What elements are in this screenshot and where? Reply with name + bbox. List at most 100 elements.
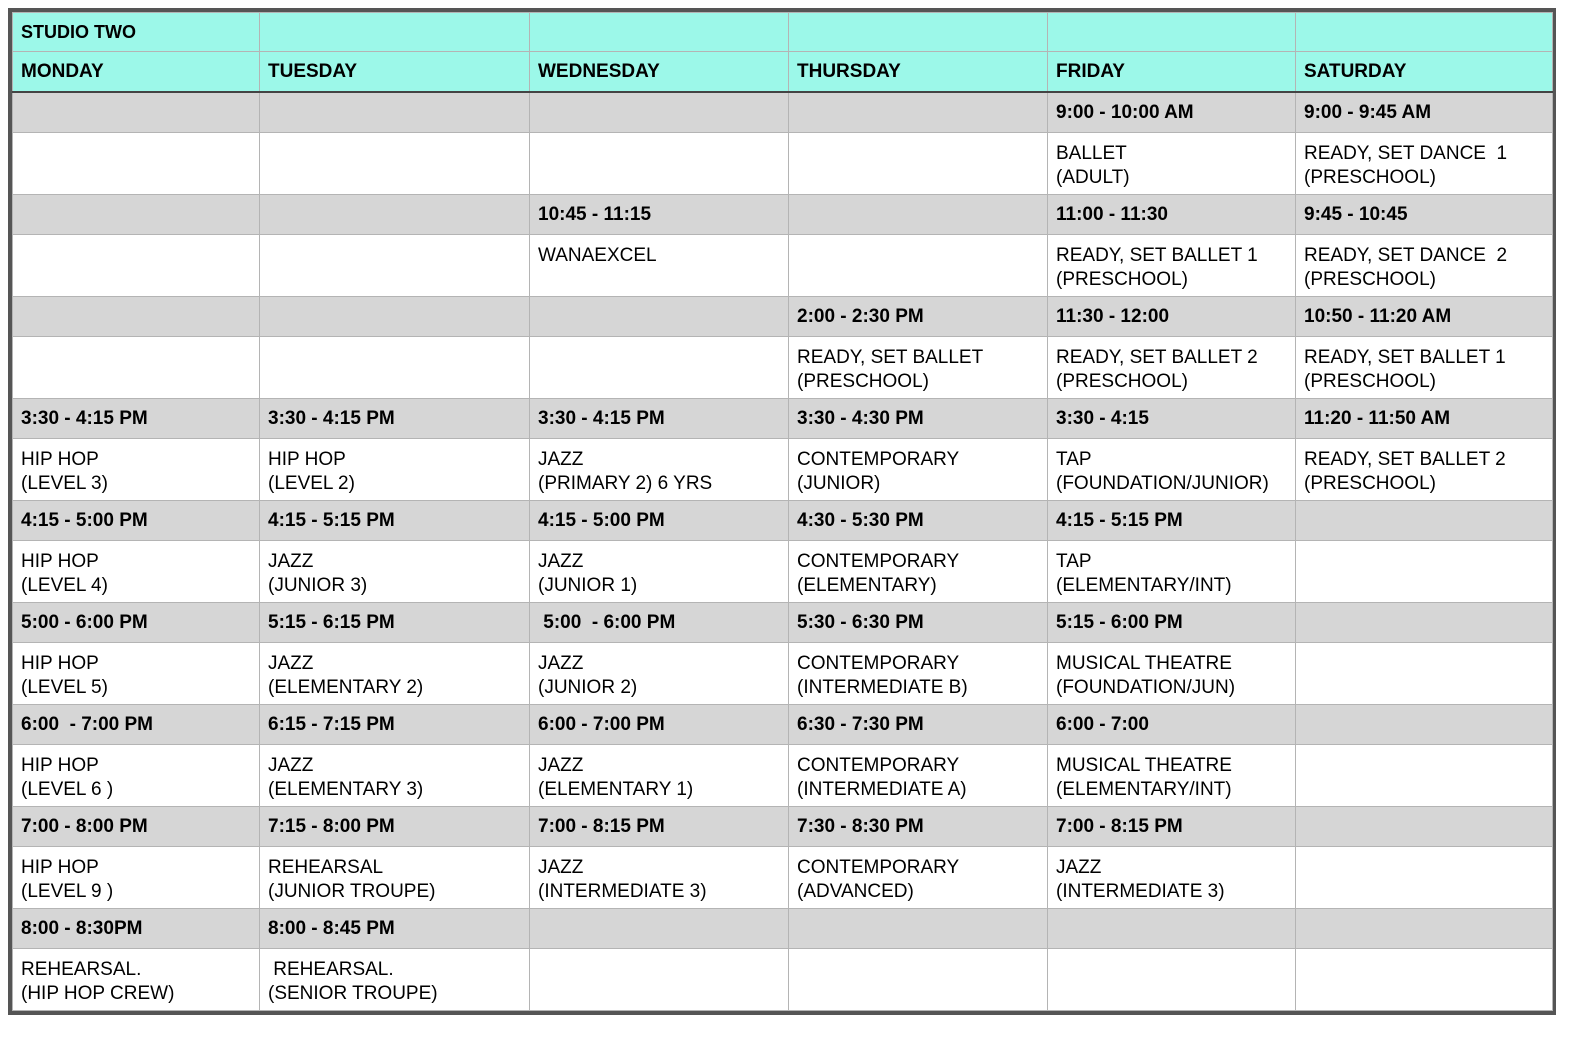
day-thursday: THURSDAY — [788, 51, 1048, 93]
time-cell-saturday — [1295, 602, 1553, 643]
header-cell — [1047, 12, 1296, 52]
class-row: READY, SET BALLET (PRESCHOOL) READY, SET … — [12, 336, 1553, 399]
class-cell-monday: HIP HOP (LEVEL 9 ) — [12, 846, 260, 909]
time-cell-wednesday: 10:45 - 11:15 — [529, 194, 789, 235]
class-cell-wednesday: JAZZ (ELEMENTARY 1) — [529, 744, 789, 807]
time-cell-friday: 9:00 - 10:00 AM — [1047, 91, 1296, 133]
class-cell-saturday: READY, SET BALLET 1 (PRESCHOOL) — [1295, 336, 1553, 399]
time-row: 2:00 - 2:30 PM 11:30 - 12:00 10:50 - 11:20… — [12, 296, 1553, 337]
class-row: WANAEXCEL READY, SET BALLET 1 (PRESCHOOL)… — [12, 234, 1553, 297]
class-row: HIP HOP (LEVEL 6 ) JAZZ (ELEMENTARY 3) JAZ… — [12, 744, 1553, 807]
time-cell-wednesday: 6:00 - 7:00 PM — [529, 704, 789, 745]
time-cell-wednesday — [529, 91, 789, 133]
class-cell-monday: HIP HOP (LEVEL 5) — [12, 642, 260, 705]
time-row: 9:00 - 10:00 AM 9:00 - 9:45 AM — [12, 91, 1553, 133]
class-cell-saturday — [1295, 744, 1553, 807]
time-cell-monday — [12, 194, 260, 235]
class-cell-wednesday — [529, 948, 789, 1011]
time-cell-saturday — [1295, 704, 1553, 745]
class-cell-saturday: READY, SET DANCE 2 (PRESCHOOL) — [1295, 234, 1553, 297]
time-cell-friday: 6:00 - 7:00 — [1047, 704, 1296, 745]
class-cell-monday — [12, 132, 260, 195]
class-cell-saturday: READY, SET DANCE 1 (PRESCHOOL) — [1295, 132, 1553, 195]
time-cell-friday: 11:30 - 12:00 — [1047, 296, 1296, 337]
time-cell-tuesday: 7:15 - 8:00 PM — [259, 806, 530, 847]
time-cell-saturday — [1295, 806, 1553, 847]
time-cell-tuesday: 5:15 - 6:15 PM — [259, 602, 530, 643]
time-cell-tuesday — [259, 194, 530, 235]
class-cell-thursday: CONTEMPORARY (ELEMENTARY) — [788, 540, 1048, 603]
title-row: STUDIO TWO — [12, 12, 1553, 52]
header-cell — [788, 12, 1048, 52]
class-cell-thursday — [788, 234, 1048, 297]
time-cell-thursday — [788, 194, 1048, 235]
day-wednesday: WEDNESDAY — [529, 51, 789, 93]
class-cell-saturday — [1295, 846, 1553, 909]
class-cell-friday: READY, SET BALLET 2 (PRESCHOOL) — [1047, 336, 1296, 399]
time-cell-saturday: 11:20 - 11:50 AM — [1295, 398, 1553, 439]
class-cell-friday: JAZZ (INTERMEDIATE 3) — [1047, 846, 1296, 909]
class-cell-wednesday — [529, 336, 789, 399]
class-row: REHEARSAL. (HIP HOP CREW) REHEARSAL. (SE… — [12, 948, 1553, 1011]
time-cell-friday: 7:00 - 8:15 PM — [1047, 806, 1296, 847]
class-cell-monday: REHEARSAL. (HIP HOP CREW) — [12, 948, 260, 1011]
class-cell-tuesday — [259, 234, 530, 297]
time-cell-tuesday — [259, 296, 530, 337]
class-cell-wednesday: WANAEXCEL — [529, 234, 789, 297]
time-cell-thursday: 3:30 - 4:30 PM — [788, 398, 1048, 439]
class-row: BALLET (ADULT) READY, SET DANCE 1 (PRESCH… — [12, 132, 1553, 195]
class-cell-thursday: CONTEMPORARY (INTERMEDIATE A) — [788, 744, 1048, 807]
time-cell-monday: 3:30 - 4:15 PM — [12, 398, 260, 439]
class-cell-thursday: CONTEMPORARY (JUNIOR) — [788, 438, 1048, 501]
class-cell-friday: TAP (ELEMENTARY/INT) — [1047, 540, 1296, 603]
time-cell-tuesday: 3:30 - 4:15 PM — [259, 398, 530, 439]
time-cell-thursday: 7:30 - 8:30 PM — [788, 806, 1048, 847]
time-cell-thursday — [788, 91, 1048, 133]
class-cell-wednesday: JAZZ (JUNIOR 2) — [529, 642, 789, 705]
time-cell-friday: 5:15 - 6:00 PM — [1047, 602, 1296, 643]
class-cell-wednesday: JAZZ (JUNIOR 1) — [529, 540, 789, 603]
class-cell-wednesday — [529, 132, 789, 195]
time-cell-monday — [12, 91, 260, 133]
time-cell-saturday: 10:50 - 11:20 AM — [1295, 296, 1553, 337]
time-cell-friday — [1047, 908, 1296, 949]
class-cell-tuesday — [259, 132, 530, 195]
time-cell-saturday — [1295, 500, 1553, 541]
class-cell-thursday — [788, 948, 1048, 1011]
time-cell-monday: 6:00 - 7:00 PM — [12, 704, 260, 745]
time-cell-wednesday: 5:00 - 6:00 PM — [529, 602, 789, 643]
time-cell-monday: 5:00 - 6:00 PM — [12, 602, 260, 643]
class-cell-friday: BALLET (ADULT) — [1047, 132, 1296, 195]
class-cell-tuesday — [259, 336, 530, 399]
class-cell-thursday: CONTEMPORARY (ADVANCED) — [788, 846, 1048, 909]
class-cell-friday: MUSICAL THEATRE (ELEMENTARY/INT) — [1047, 744, 1296, 807]
class-cell-saturday — [1295, 642, 1553, 705]
studio-title: STUDIO TWO — [12, 12, 260, 52]
class-cell-tuesday: REHEARSAL (JUNIOR TROUPE) — [259, 846, 530, 909]
class-cell-wednesday: JAZZ (INTERMEDIATE 3) — [529, 846, 789, 909]
class-cell-monday — [12, 234, 260, 297]
class-cell-monday: HIP HOP (LEVEL 3) — [12, 438, 260, 501]
day-header-row: MONDAY TUESDAY WEDNESDAY THURSDAY FRIDAY… — [12, 51, 1553, 93]
schedule-frame: STUDIO TWO MONDAY TUESDAY WEDNESDAY THUR… — [8, 8, 1556, 1015]
class-cell-thursday — [788, 132, 1048, 195]
time-cell-thursday — [788, 908, 1048, 949]
time-cell-tuesday: 4:15 - 5:15 PM — [259, 500, 530, 541]
time-cell-saturday: 9:45 - 10:45 — [1295, 194, 1553, 235]
class-cell-monday: HIP HOP (LEVEL 6 ) — [12, 744, 260, 807]
header-cell — [1295, 12, 1553, 52]
class-cell-saturday — [1295, 948, 1553, 1011]
time-cell-wednesday — [529, 296, 789, 337]
time-cell-thursday: 2:00 - 2:30 PM — [788, 296, 1048, 337]
class-cell-tuesday: JAZZ (ELEMENTARY 3) — [259, 744, 530, 807]
studio-schedule-table: STUDIO TWO MONDAY TUESDAY WEDNESDAY THUR… — [12, 12, 1553, 1011]
time-cell-tuesday: 6:15 - 7:15 PM — [259, 704, 530, 745]
class-cell-monday — [12, 336, 260, 399]
time-cell-saturday — [1295, 908, 1553, 949]
class-cell-wednesday: JAZZ (PRIMARY 2) 6 YRS — [529, 438, 789, 501]
time-cell-saturday: 9:00 - 9:45 AM — [1295, 91, 1553, 133]
time-cell-wednesday — [529, 908, 789, 949]
day-tuesday: TUESDAY — [259, 51, 530, 93]
time-row: 5:00 - 6:00 PM 5:15 - 6:15 PM 5:00 - 6:00… — [12, 602, 1553, 643]
class-cell-thursday: CONTEMPORARY (INTERMEDIATE B) — [788, 642, 1048, 705]
